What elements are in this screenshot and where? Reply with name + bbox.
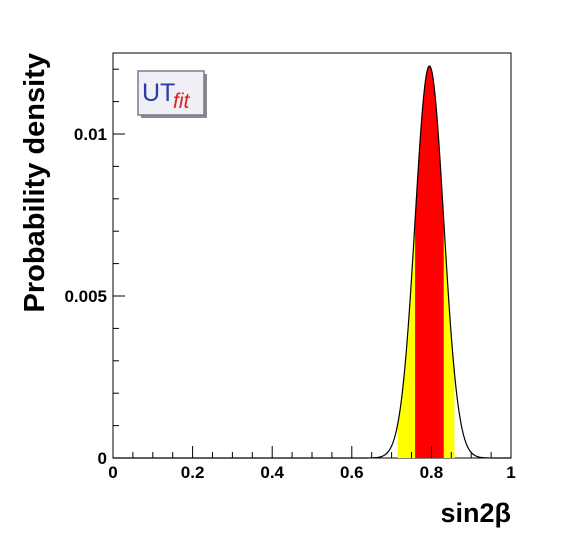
- logo-fit: fit: [173, 90, 191, 113]
- y-tick-label: 0.005: [64, 287, 107, 306]
- y-tick-label: 0.01: [74, 125, 107, 144]
- x-tick-label: 0.6: [340, 463, 364, 482]
- x-tick-label: 0.2: [181, 463, 205, 482]
- logo-frame: [137, 70, 205, 116]
- logo-ut: UT: [142, 79, 175, 107]
- utfit-logo: UT fit: [137, 70, 207, 118]
- x-tick-label: 0.4: [260, 463, 284, 482]
- y-tick-label: 0: [98, 449, 107, 468]
- x-axis: 0 0.2 0.4 0.6 0.8 1: [108, 446, 516, 482]
- x-axis-title: sin2β: [440, 498, 511, 528]
- y-axis: 0 0.005 0.01: [64, 68, 125, 468]
- plot-area: [112, 52, 512, 459]
- x-tick-label: 1: [506, 463, 515, 482]
- band-68pct: [415, 65, 444, 459]
- x-tick-label: 0: [108, 463, 117, 482]
- x-tick-label: 0.8: [420, 463, 444, 482]
- y-axis-title: Probability density: [19, 53, 51, 312]
